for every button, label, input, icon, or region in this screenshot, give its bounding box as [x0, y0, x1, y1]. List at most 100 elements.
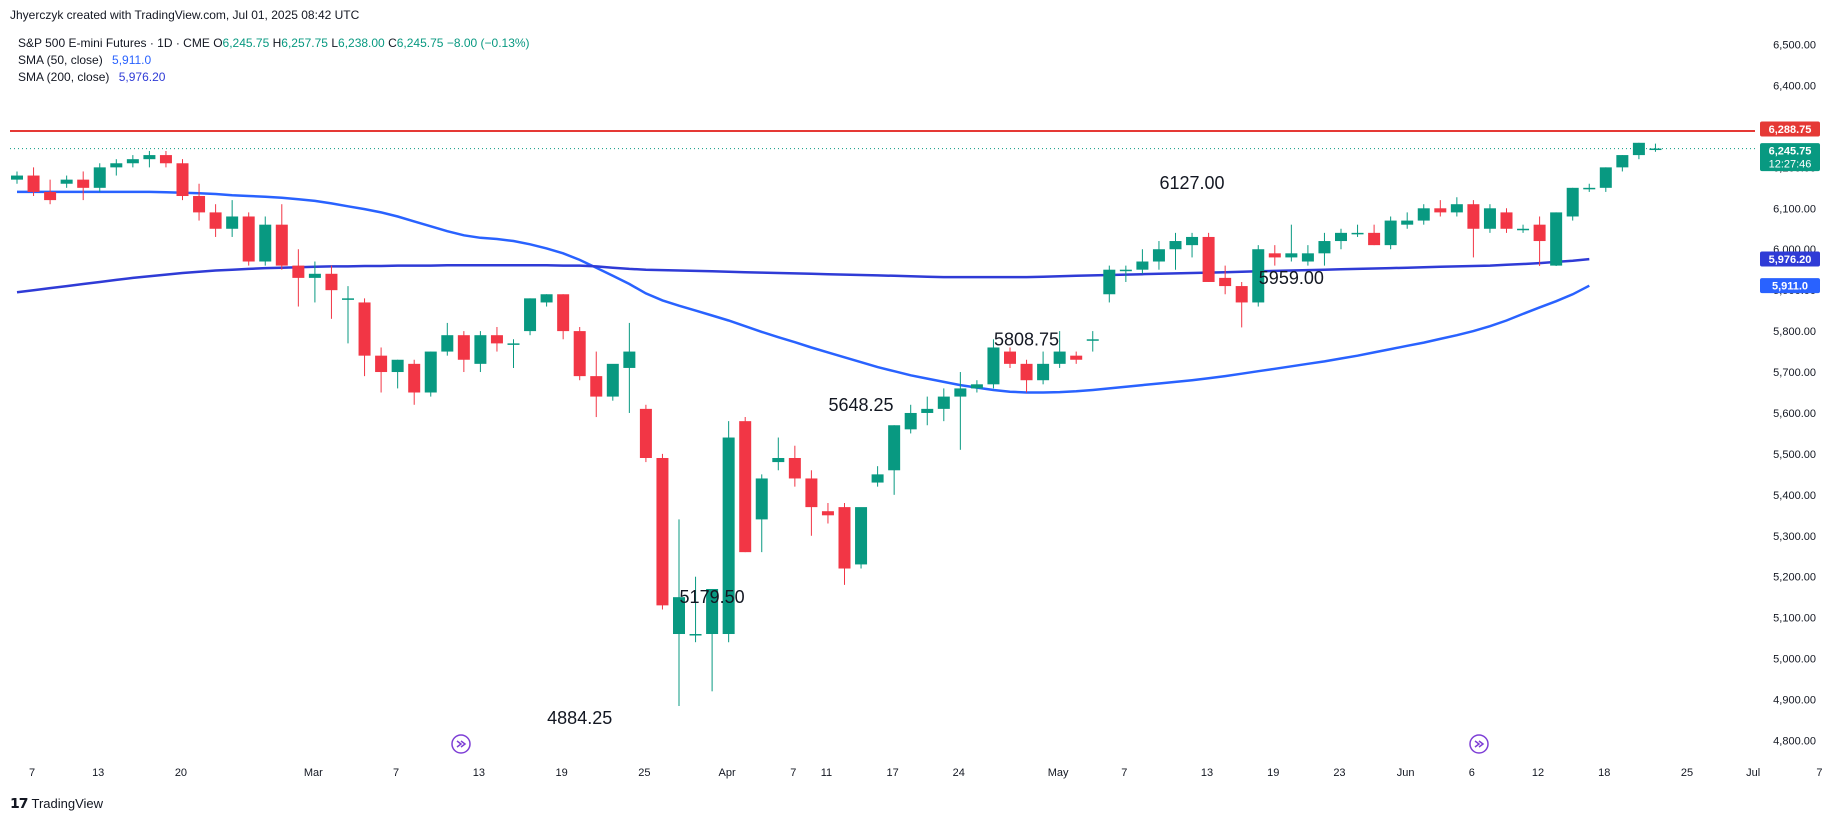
x-tick-label: 19 [1267, 767, 1279, 779]
candle-body [805, 478, 818, 508]
candle [1583, 183, 1596, 192]
candle [259, 216, 272, 266]
candle-body [1268, 253, 1281, 258]
candle [358, 298, 371, 377]
price-annotation: 4884.25 [547, 708, 612, 728]
candle [805, 470, 818, 536]
candle-body [1417, 208, 1430, 221]
last-price-label-countdown: 12:27:46 [1769, 159, 1812, 171]
x-tick-label: 7 [790, 767, 796, 779]
close-value: 6,245.75 [396, 36, 444, 50]
candle-body [474, 335, 487, 364]
candle-body [242, 216, 255, 262]
candle-body [176, 163, 189, 197]
x-tick-label: 13 [92, 767, 104, 779]
candle [1202, 232, 1215, 282]
candle-body [1070, 355, 1083, 360]
candle [1268, 245, 1281, 266]
candle-body [1467, 204, 1480, 229]
candle-body [126, 159, 139, 164]
candle-body [937, 396, 950, 409]
candle [159, 150, 172, 168]
candle-body [143, 155, 156, 160]
candle [176, 159, 189, 201]
candle-body [1136, 261, 1149, 270]
candle-body [1037, 363, 1050, 381]
candle-body [888, 425, 901, 471]
candle [242, 212, 255, 266]
candle-body [457, 335, 470, 360]
sma200-legend-row[interactable]: SMA (200, close) 5,976.20 [18, 69, 530, 86]
candle [722, 421, 735, 643]
candle-body [1368, 232, 1381, 246]
candle-body [904, 412, 917, 430]
x-tick-label: 25 [1681, 767, 1693, 779]
y-tick-label: 5,800.00 [1773, 326, 1816, 338]
candle [1417, 204, 1430, 225]
sma50-line [17, 190, 1590, 394]
y-tick-label: 6,500.00 [1773, 40, 1816, 52]
symbol-row: S&P 500 E-mini Futures · 1D · CME O6,245… [18, 36, 530, 50]
candle [1483, 204, 1496, 233]
candle [1384, 216, 1397, 250]
price-annotation: 6127.00 [1160, 173, 1225, 193]
candle [623, 322, 636, 413]
candle [1004, 347, 1016, 368]
candle [673, 519, 685, 707]
sma50-legend-row[interactable]: SMA (50, close) 5,911.0 [18, 52, 530, 69]
candle [788, 445, 801, 487]
y-tick-label: 6,400.00 [1773, 80, 1816, 92]
y-tick-label: 4,900.00 [1773, 695, 1816, 707]
x-tick-label: Apr [719, 767, 736, 779]
sma50-price-label: 5,911.0 [1772, 281, 1808, 293]
sma200-price-label: 5,976.20 [1769, 254, 1812, 266]
event-arrow [1474, 740, 1485, 748]
candle-body [1053, 351, 1066, 364]
x-tick-label: 7 [1816, 767, 1822, 779]
candle-body [855, 507, 868, 565]
candle [143, 150, 156, 168]
candle-body [821, 511, 834, 516]
candle-body [1301, 253, 1314, 262]
candle-body [639, 408, 652, 458]
candle [1152, 241, 1165, 270]
candle [1401, 212, 1414, 229]
candle [772, 437, 785, 471]
y-tick-label: 5,300.00 [1773, 531, 1816, 543]
candle-body [838, 507, 851, 569]
x-tick-label: 7 [393, 767, 399, 779]
event-marker-icon[interactable] [1469, 734, 1489, 754]
sma200-label: SMA (200, close) [18, 70, 110, 84]
candle-body [1351, 232, 1364, 235]
candle-body [739, 421, 752, 553]
candle-body [1450, 204, 1463, 213]
x-tick-label: 7 [29, 767, 35, 779]
sma200-value: 5,976.20 [118, 70, 166, 84]
sma200-price-label-bg [1760, 251, 1820, 267]
sma50-price-label-bg [1760, 278, 1820, 294]
event-marker-icon[interactable] [451, 734, 471, 754]
candle-body [209, 212, 222, 229]
symbol-name[interactable]: S&P 500 E-mini Futures · 1D · CME [18, 36, 210, 50]
candle [970, 380, 983, 393]
candle [424, 351, 437, 397]
x-tick-label: Jun [1397, 767, 1415, 779]
chart-legend: S&P 500 E-mini Futures · 1D · CME O6,245… [18, 35, 530, 86]
candle [656, 453, 669, 610]
sma50-label: SMA (50, close) [18, 53, 103, 67]
tradingview-footer[interactable]: 𝟭𝟳 TradingView [10, 795, 103, 812]
candle [375, 347, 388, 393]
tradingview-logo-icon: 𝟭𝟳 [10, 795, 29, 811]
candle [110, 159, 123, 176]
candle [1434, 200, 1447, 217]
candle-body [44, 191, 57, 201]
candle-body [424, 351, 437, 393]
candle [1500, 208, 1513, 233]
candle-body [507, 343, 520, 345]
x-tick-label: 25 [638, 767, 650, 779]
candle [821, 503, 834, 524]
candle [639, 404, 652, 463]
candle [1649, 143, 1662, 152]
attribution-header: Jhyerczyk created with TradingView.com, … [10, 8, 360, 22]
